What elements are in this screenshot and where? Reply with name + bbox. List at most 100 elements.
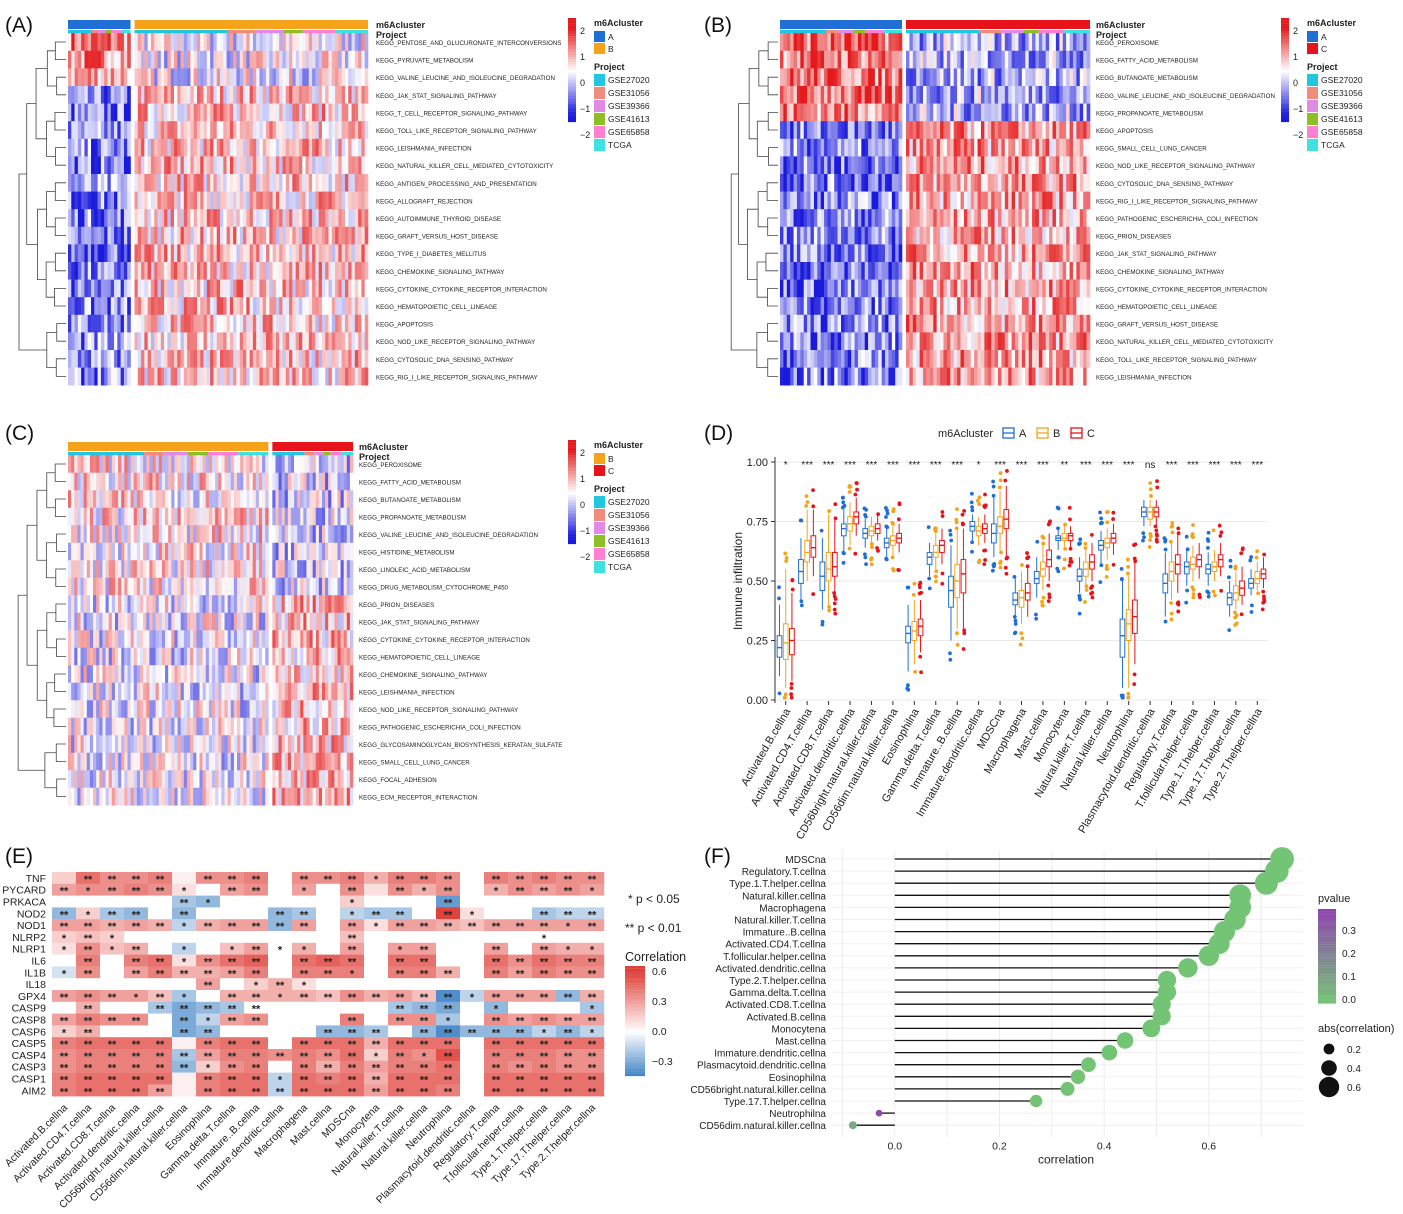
heat-cell bbox=[967, 332, 972, 351]
heat-cell bbox=[279, 103, 283, 122]
heat-cell bbox=[275, 244, 280, 263]
heat-cell bbox=[279, 209, 283, 228]
heat-cell bbox=[203, 33, 208, 52]
heat-cell bbox=[308, 86, 313, 104]
heat-cell bbox=[946, 138, 951, 157]
heat-cell bbox=[306, 490, 310, 509]
heat-cell bbox=[943, 138, 948, 157]
heat-cell bbox=[321, 262, 326, 280]
heat-cell bbox=[803, 244, 808, 263]
heat-cell bbox=[1045, 68, 1050, 87]
heat-cell bbox=[94, 226, 98, 245]
heat-cell bbox=[1083, 244, 1087, 263]
heat-cell bbox=[246, 350, 250, 368]
heat-cell bbox=[160, 156, 165, 175]
heat-cell bbox=[321, 455, 326, 474]
heat-cell bbox=[167, 33, 171, 52]
heat-cell bbox=[991, 68, 995, 87]
heat-cell bbox=[196, 367, 201, 386]
heat-cell bbox=[895, 50, 899, 69]
heat-cell bbox=[230, 525, 235, 544]
heat-cell bbox=[237, 630, 241, 649]
heat-cell bbox=[312, 577, 317, 596]
heat-cell bbox=[206, 50, 211, 69]
heat-cell bbox=[233, 50, 237, 69]
heat-cell bbox=[1008, 332, 1012, 351]
heat-cell bbox=[885, 332, 889, 351]
heat-cell bbox=[929, 174, 934, 192]
heat-cell bbox=[1076, 350, 1081, 368]
heat-cell bbox=[898, 50, 903, 69]
heat-cell bbox=[256, 174, 260, 192]
heat-cell bbox=[919, 86, 924, 104]
heat-cell bbox=[275, 332, 280, 351]
heat-cell bbox=[888, 33, 893, 52]
heat-cell bbox=[193, 50, 198, 69]
heat-cell bbox=[121, 507, 125, 526]
heat-cell bbox=[312, 367, 316, 386]
heat-cell bbox=[1032, 103, 1036, 122]
heat-cell bbox=[196, 612, 200, 631]
heat-cell bbox=[878, 174, 882, 192]
heat-cell bbox=[1015, 138, 1019, 157]
heat-cell bbox=[926, 191, 931, 210]
heat-cell bbox=[300, 577, 304, 596]
heat-cell bbox=[262, 350, 267, 368]
heat-cell bbox=[108, 560, 113, 579]
heat-cell bbox=[346, 612, 351, 631]
heat-cell bbox=[864, 297, 869, 316]
heat-cell bbox=[946, 33, 951, 52]
heat-cell bbox=[936, 244, 941, 263]
heat-cell bbox=[335, 350, 339, 368]
heat-cell bbox=[793, 367, 798, 386]
heat-cell bbox=[168, 472, 172, 491]
heat-cell bbox=[1079, 33, 1084, 52]
heat-cell bbox=[857, 297, 862, 316]
heat-cell bbox=[888, 103, 893, 122]
heat-cell bbox=[885, 191, 889, 210]
heat-cell bbox=[110, 138, 115, 157]
heat-cell bbox=[851, 156, 855, 175]
heat-cell bbox=[1035, 191, 1040, 210]
heat-cell bbox=[813, 350, 818, 368]
dendro-branch bbox=[756, 120, 769, 157]
heat-cell bbox=[820, 314, 825, 333]
heat-cell bbox=[256, 367, 260, 386]
heat-cell bbox=[114, 138, 118, 157]
heat-cell bbox=[340, 647, 344, 666]
heat-cell bbox=[793, 244, 798, 263]
heat-cell bbox=[793, 121, 798, 140]
heat-cell bbox=[216, 262, 221, 280]
heat-cell bbox=[841, 332, 845, 351]
heat-cell bbox=[297, 455, 301, 474]
heat-cell bbox=[290, 507, 295, 526]
heat-cell bbox=[1076, 50, 1081, 69]
heat-cell bbox=[152, 647, 156, 666]
heat-cell bbox=[94, 244, 98, 263]
heat-cell bbox=[289, 156, 293, 175]
heat-cell bbox=[318, 209, 323, 228]
heat-cell bbox=[1008, 350, 1012, 368]
heat-cell bbox=[133, 665, 138, 684]
heat-cell bbox=[168, 647, 172, 666]
heat-cell bbox=[1066, 191, 1070, 210]
heat-cell bbox=[183, 86, 188, 104]
heat-cell bbox=[943, 332, 948, 351]
heat-cell bbox=[279, 138, 283, 157]
heat-cell bbox=[338, 226, 342, 245]
heat-cell bbox=[834, 68, 838, 87]
heat-cell bbox=[780, 279, 784, 298]
heat-cell bbox=[114, 525, 119, 544]
heat-cell bbox=[874, 174, 879, 192]
heat-cell bbox=[871, 332, 876, 351]
heat-cell bbox=[187, 350, 191, 368]
heat-cell bbox=[308, 332, 313, 351]
heat-cell bbox=[967, 50, 972, 69]
row-label: KEGG_NATURAL_KILLER_CELL_MEDIATED_CYTOTO… bbox=[376, 163, 553, 170]
heat-cell bbox=[177, 560, 181, 579]
heat-cell bbox=[312, 332, 316, 351]
heat-cell bbox=[841, 103, 845, 122]
heat-cell bbox=[259, 350, 264, 368]
heat-cell bbox=[916, 279, 920, 298]
heat-cell bbox=[953, 226, 958, 245]
